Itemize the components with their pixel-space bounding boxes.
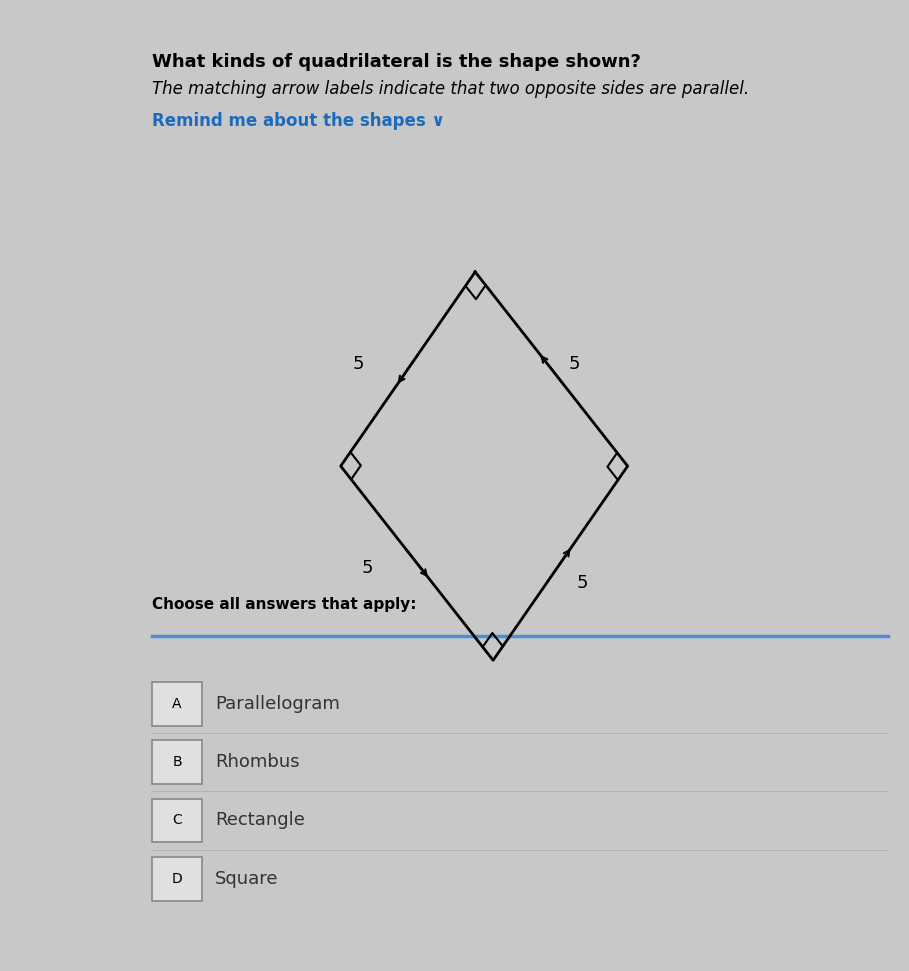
Text: The matching arrow labels indicate that two opposite sides are parallel.: The matching arrow labels indicate that …	[153, 80, 750, 98]
Text: Parallelogram: Parallelogram	[215, 695, 340, 713]
Text: B: B	[173, 755, 182, 769]
Text: 5: 5	[577, 574, 588, 591]
Text: A: A	[173, 697, 182, 711]
Text: Choose all answers that apply:: Choose all answers that apply:	[153, 597, 417, 612]
Text: What kinds of quadrilateral is the shape shown?: What kinds of quadrilateral is the shape…	[153, 53, 641, 72]
Text: Rhombus: Rhombus	[215, 753, 300, 771]
Text: Remind me about the shapes ∨: Remind me about the shapes ∨	[153, 112, 445, 130]
Text: 5: 5	[353, 355, 365, 373]
Text: 5: 5	[362, 559, 374, 577]
Text: Rectangle: Rectangle	[215, 812, 305, 829]
Text: D: D	[172, 872, 183, 886]
FancyBboxPatch shape	[153, 682, 202, 726]
Text: Square: Square	[215, 870, 279, 887]
Text: C: C	[172, 814, 182, 827]
FancyBboxPatch shape	[153, 798, 202, 842]
FancyBboxPatch shape	[153, 857, 202, 901]
FancyBboxPatch shape	[153, 741, 202, 785]
Text: 5: 5	[568, 355, 580, 373]
